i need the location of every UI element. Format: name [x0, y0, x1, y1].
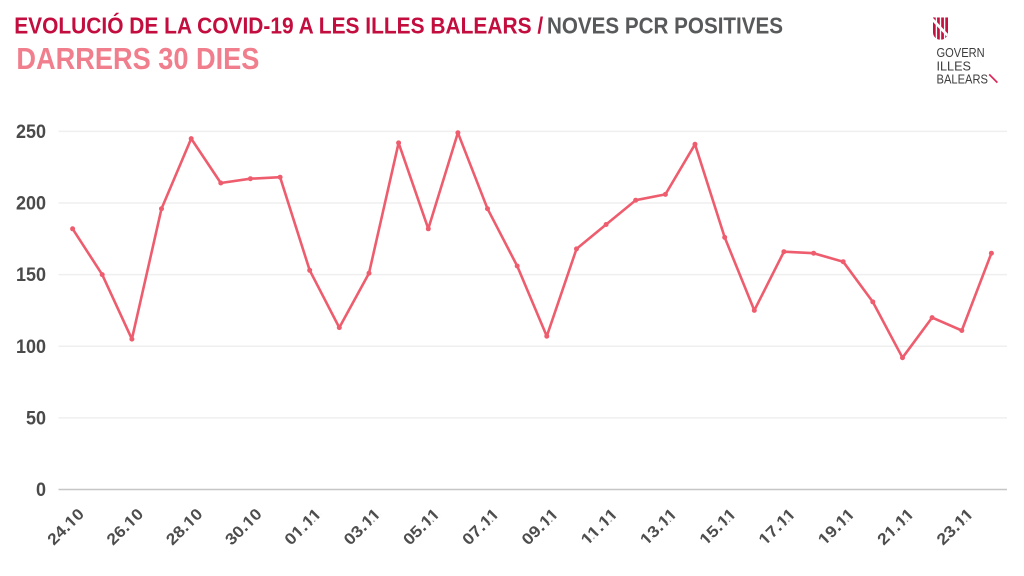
svg-text:100: 100: [16, 337, 46, 358]
svg-text:19.11: 19.11: [815, 506, 858, 549]
svg-text:GOVERN: GOVERN: [937, 46, 985, 60]
svg-text:24.10: 24.10: [45, 506, 88, 549]
svg-text:05.11: 05.11: [400, 506, 443, 549]
svg-text:26.10: 26.10: [104, 506, 147, 549]
svg-text:11.11: 11.11: [578, 506, 621, 549]
svg-text:01.11: 01.11: [282, 506, 325, 549]
svg-text:17.11: 17.11: [756, 506, 799, 549]
svg-text:0: 0: [36, 480, 46, 501]
svg-text:ILLES: ILLES: [937, 60, 972, 74]
svg-text:07.11: 07.11: [460, 506, 503, 549]
svg-text:250: 250: [16, 122, 46, 143]
svg-text:NOVES PCR POSITIVES: NOVES PCR POSITIVES: [547, 13, 783, 39]
svg-text:13.11: 13.11: [637, 506, 680, 549]
svg-text:28.10: 28.10: [163, 506, 206, 549]
svg-text:23.11: 23.11: [934, 506, 977, 549]
svg-text:30.10: 30.10: [222, 506, 265, 549]
svg-text:200: 200: [16, 194, 46, 215]
svg-text:09.11: 09.11: [519, 506, 562, 549]
svg-text:21.11: 21.11: [875, 506, 918, 549]
svg-text:150: 150: [16, 265, 46, 286]
svg-text:EVOLUCIÓ DE LA COVID-19 A LES: EVOLUCIÓ DE LA COVID-19 A LES ILLES BALE…: [14, 12, 544, 39]
svg-text:03.11: 03.11: [341, 506, 384, 549]
svg-text:BALEARS: BALEARS: [937, 73, 989, 87]
svg-text:50: 50: [26, 408, 46, 429]
svg-text:15.11: 15.11: [697, 506, 740, 549]
svg-text:DARRERS 30 DIES: DARRERS 30 DIES: [16, 42, 259, 76]
